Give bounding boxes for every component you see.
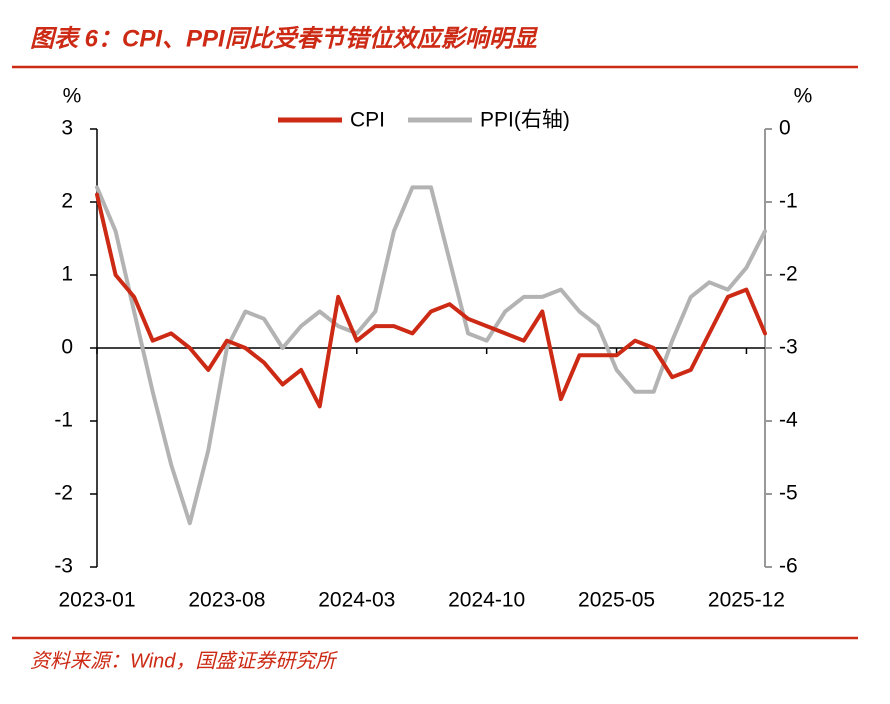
series-line xyxy=(95,192,767,409)
y-tick-label: 1 xyxy=(61,263,73,286)
y-tick-label: -1 xyxy=(54,409,73,432)
x-tick-label: 2025-12 xyxy=(708,589,785,612)
legend-label: PPI(右轴) xyxy=(480,109,570,132)
legend-label: CPI xyxy=(350,109,385,132)
y2-tick-label: -6 xyxy=(779,555,798,578)
y2-tick-label: -2 xyxy=(779,263,798,286)
y2-tick-label: -3 xyxy=(779,336,798,359)
y2-tick-label: -4 xyxy=(779,409,798,432)
x-tick-label: 2025-05 xyxy=(578,589,655,612)
series-line xyxy=(95,185,767,526)
y2-tick-label: -1 xyxy=(779,190,798,213)
y-tick-label: -3 xyxy=(54,555,73,578)
y2-unit: % xyxy=(794,85,813,108)
x-tick-label: 2023-01 xyxy=(58,589,135,612)
chart-title: 图表 6：CPI、PPI同比受春节错位效应影响明显 xyxy=(30,25,539,52)
x-tick-label: 2024-10 xyxy=(448,589,525,612)
y-tick-label: 0 xyxy=(61,336,73,359)
x-tick-label: 2023-08 xyxy=(188,589,265,612)
y-unit: % xyxy=(63,85,82,108)
y2-tick-label: 0 xyxy=(779,117,791,140)
y-tick-label: 2 xyxy=(61,190,73,213)
y-tick-label: -2 xyxy=(54,482,73,505)
y-tick-label: 3 xyxy=(61,117,73,140)
y2-tick-label: -5 xyxy=(779,482,798,505)
source: 资料来源：Wind，国盛证券研究所 xyxy=(30,650,338,672)
x-tick-label: 2024-03 xyxy=(318,589,395,612)
